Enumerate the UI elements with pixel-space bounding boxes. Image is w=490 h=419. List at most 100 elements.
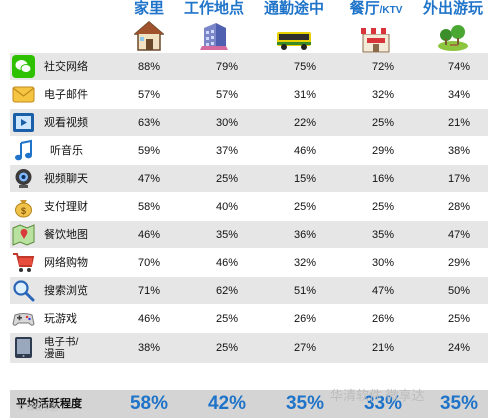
table-row: 玩游戏 46% 25% 26% 26% 25%	[10, 305, 488, 332]
summary-row: 平均活跃程度 58% 42% 35% 33% 35%	[10, 390, 488, 418]
table-cell: 75%	[293, 60, 317, 73]
row-label: 电子书/ 漫画	[44, 336, 79, 360]
table-cell: 17%	[447, 172, 471, 185]
column-title: 外出游玩	[422, 0, 483, 17]
table-cell: 46%	[137, 228, 161, 241]
table-cell: 79%	[215, 60, 239, 73]
gamepad-icon	[12, 313, 35, 326]
column-title: 餐厅/KTV	[349, 0, 403, 17]
summary-value: 58%	[129, 393, 169, 414]
table-cell: 32%	[293, 256, 317, 269]
row-label: 玩游戏	[44, 312, 77, 325]
table-cell: 25%	[215, 342, 239, 354]
table-cell: 25%	[371, 200, 395, 213]
table-cell: 21%	[447, 116, 471, 129]
column-header-bar: 家里 工作地点 通勤途中 餐厅/KTV	[0, 0, 490, 53]
wechat-icon	[12, 55, 35, 78]
row-label: 观看视频	[44, 116, 88, 129]
summary-value: 35%	[439, 393, 479, 414]
summary-value: 35%	[285, 393, 325, 414]
shopping-cart-icon	[13, 253, 35, 272]
table-cell: 27%	[293, 342, 317, 354]
summary-label: 平均活跃程度	[16, 398, 82, 410]
column-header-home: 家里	[110, 0, 188, 52]
table-cell: 25%	[215, 312, 239, 325]
table-cell: 40%	[215, 200, 239, 213]
corner-watermark: © 微软中国	[18, 403, 59, 412]
table-cell: 29%	[371, 144, 395, 157]
table-cell: 38%	[137, 342, 161, 354]
restaurant-icon	[361, 28, 391, 53]
row-label: 餐饮地图	[44, 228, 88, 241]
table-cell: 88%	[137, 60, 161, 73]
magnifier-icon	[13, 280, 35, 302]
table-cell: 58%	[137, 200, 161, 213]
park-icon	[438, 25, 468, 51]
row-label: 电子邮件	[44, 88, 88, 101]
table-cell: 25%	[447, 312, 471, 325]
row-label: 网络购物	[44, 256, 88, 269]
table-row: 观看视频 63% 30% 22% 25% 21%	[10, 109, 488, 136]
table-cell: 22%	[293, 116, 317, 129]
table-cell: 46%	[293, 144, 317, 157]
table-cell: 25%	[215, 172, 239, 185]
column-title: 通勤途中	[263, 0, 324, 17]
table-cell: 57%	[137, 88, 161, 101]
email-icon	[12, 86, 35, 103]
column-title: 工作地点	[183, 0, 244, 17]
table-cell: 51%	[293, 284, 317, 297]
table-cell: 15%	[293, 172, 317, 185]
table-cell: 46%	[137, 312, 161, 325]
summary-value: 33%	[363, 393, 403, 414]
table-cell: 70%	[137, 256, 161, 269]
summary-value: 42%	[207, 393, 247, 414]
table-cell: 30%	[371, 256, 395, 269]
row-label: 支付理财	[44, 200, 88, 213]
table-cell: 47%	[447, 228, 471, 241]
table-row: 听音乐 59% 37% 46% 29% 38%	[10, 137, 488, 164]
music-note-icon	[15, 139, 32, 161]
table-cell: 30%	[215, 116, 239, 129]
table-cell: 47%	[137, 172, 161, 185]
column-header-commute: 通勤途中	[253, 0, 335, 52]
table-cell: 63%	[137, 116, 161, 129]
table-row: 搜索浏览 71% 62% 51% 47% 50%	[10, 277, 488, 304]
table-row: $ 支付理财 58% 40% 25% 25% 28%	[10, 193, 488, 220]
table-cell: 21%	[371, 342, 395, 354]
table-cell: 59%	[137, 144, 161, 157]
house-icon	[134, 21, 164, 51]
table-cell: 25%	[371, 116, 395, 129]
table-cell: 47%	[371, 284, 395, 297]
table-cell: 37%	[215, 144, 239, 157]
row-label: 听音乐	[50, 144, 83, 157]
table-cell: 28%	[447, 200, 471, 213]
table-row: 餐饮地图 46% 35% 36% 35% 47%	[10, 221, 488, 248]
table-cell: 24%	[447, 342, 471, 354]
office-building-icon	[200, 23, 228, 50]
watermark: 华清软件 微享达	[330, 388, 425, 403]
table-cell: 32%	[371, 88, 395, 101]
table-row: 社交网络 88% 79% 75% 72% 74%	[10, 53, 488, 80]
table-row: 网络购物 70% 46% 32% 30% 29%	[10, 249, 488, 276]
table-cell: 72%	[371, 60, 395, 73]
column-header-outing: 外出游玩	[416, 0, 490, 52]
bus-icon	[277, 32, 311, 50]
table-row: 电子邮件 57% 57% 31% 32% 34%	[10, 81, 488, 108]
webcam-icon	[15, 169, 32, 188]
table-cell: 38%	[447, 144, 471, 157]
table-row: 视频聊天 47% 25% 15% 16% 17%	[10, 165, 488, 192]
table-cell: 36%	[293, 228, 317, 241]
table-cell: 62%	[215, 284, 239, 297]
table-cell: 46%	[215, 256, 239, 269]
ebook-icon	[15, 337, 32, 358]
table-cell: 34%	[447, 88, 471, 101]
map-icon	[12, 224, 35, 246]
table-cell: 25%	[293, 200, 317, 213]
table-cell: 16%	[371, 172, 395, 185]
table-cell: 71%	[137, 284, 161, 297]
table-cell: 74%	[447, 60, 471, 73]
row-label: 社交网络	[44, 60, 88, 73]
table-cell: 50%	[447, 284, 471, 297]
table-cell: 35%	[371, 228, 395, 241]
table-row: 电子书/ 漫画 38% 25% 27% 21% 24%	[10, 333, 488, 363]
